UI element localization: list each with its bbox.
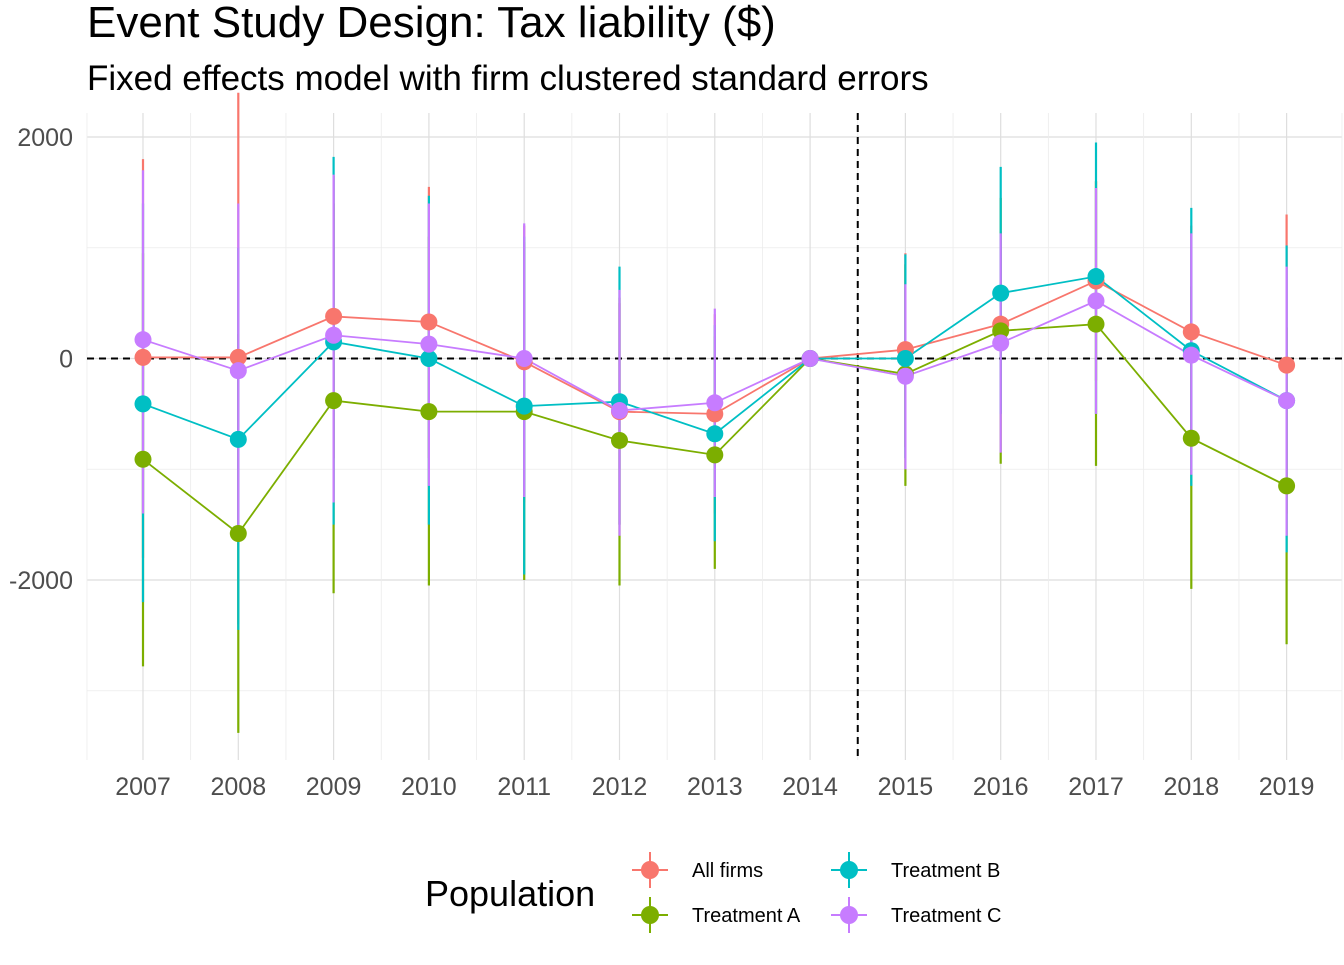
data-point-treatment-a <box>229 524 247 542</box>
x-tick-label: 2007 <box>115 773 171 801</box>
x-tick-label: 2016 <box>973 773 1029 801</box>
data-point-treatment-b <box>706 425 724 443</box>
x-tick-label: 2012 <box>592 773 648 801</box>
y-tick-label: 2000 <box>17 124 73 152</box>
chart-title: Event Study Design: Tax liability ($) <box>87 0 776 47</box>
data-point-all-firms <box>229 348 247 366</box>
data-point-all-firms <box>134 348 152 366</box>
data-point-all-firms <box>1278 356 1296 374</box>
legend-label-treatment-c: Treatment C <box>891 905 1001 927</box>
x-tick-label: 2018 <box>1163 773 1219 801</box>
data-point-treatment-a <box>992 322 1010 340</box>
data-point-treatment-c <box>134 331 152 349</box>
data-point-treatment-b <box>515 397 533 415</box>
data-point-treatment-c <box>325 326 343 344</box>
data-point-treatment-c <box>896 367 914 385</box>
legend-key-point-all-firms <box>641 861 659 879</box>
chart-subtitle: Fixed effects model with firm clustered … <box>87 59 929 98</box>
legend-title: Population <box>425 873 595 914</box>
data-point-treatment-a <box>420 403 438 421</box>
data-point-treatment-b <box>134 395 152 413</box>
data-point-treatment-c <box>515 350 533 367</box>
x-tick-label: 2015 <box>878 773 934 801</box>
data-point-treatment-c <box>992 334 1010 352</box>
data-point-treatment-b <box>896 350 914 367</box>
data-point-treatment-a <box>134 450 152 468</box>
data-point-treatment-c <box>611 402 628 420</box>
data-point-treatment-a <box>706 446 724 464</box>
points-layer <box>134 268 1296 542</box>
x-tick-label: 2011 <box>497 773 551 801</box>
axis-labels-layer: 2007 2008 2009 2010 2011 2012 2013 2014 2015 2016… <box>9 124 1314 801</box>
data-point-all-firms <box>1182 323 1200 341</box>
y-tick-label: -2000 <box>9 567 73 595</box>
x-tick-label: 2019 <box>1259 773 1315 801</box>
x-tick-label: 2013 <box>687 773 743 801</box>
legend: Population All firms Treatment A Treatment… <box>425 852 1001 933</box>
data-point-treatment-a <box>1087 315 1105 333</box>
data-point-treatment-c <box>229 362 247 380</box>
legend-key-point-treatment-c <box>840 906 858 924</box>
legend-label-all-firms: All firms <box>692 860 763 882</box>
data-point-treatment-a <box>1182 429 1200 447</box>
data-point-treatment-c <box>801 350 819 367</box>
data-point-treatment-b <box>420 350 438 367</box>
data-point-treatment-c <box>1182 346 1200 364</box>
data-point-all-firms <box>325 307 343 325</box>
data-point-treatment-b <box>992 284 1010 302</box>
legend-key-point-treatment-b <box>840 861 858 879</box>
data-point-all-firms <box>420 313 438 331</box>
data-point-treatment-a <box>1278 477 1296 495</box>
data-point-treatment-c <box>706 394 724 412</box>
x-tick-label: 2009 <box>306 773 362 801</box>
x-tick-label: 2010 <box>401 773 457 801</box>
x-tick-label: 2014 <box>782 773 838 801</box>
data-point-treatment-b <box>229 430 247 448</box>
data-point-treatment-c <box>1278 392 1296 410</box>
legend-label-treatment-b: Treatment B <box>891 860 1000 882</box>
data-point-treatment-a <box>611 431 628 449</box>
data-point-treatment-a <box>325 392 343 410</box>
y-tick-label: 0 <box>59 346 73 374</box>
x-tick-label: 2017 <box>1068 773 1124 801</box>
data-point-treatment-c <box>1087 292 1105 310</box>
data-point-treatment-b <box>1087 268 1105 286</box>
data-point-treatment-c <box>420 335 438 353</box>
legend-key-point-treatment-a <box>641 906 659 924</box>
legend-label-treatment-a: Treatment A <box>692 905 801 927</box>
x-tick-label: 2008 <box>210 773 266 801</box>
